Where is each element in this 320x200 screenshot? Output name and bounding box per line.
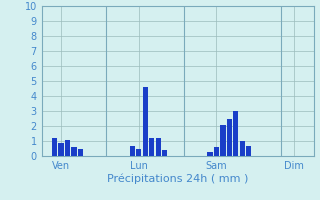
Bar bbox=[136, 148, 141, 156]
Bar bbox=[233, 111, 238, 156]
X-axis label: Précipitations 24h ( mm ): Précipitations 24h ( mm ) bbox=[107, 174, 248, 184]
Bar bbox=[227, 118, 232, 156]
Bar bbox=[162, 150, 167, 156]
Bar bbox=[149, 138, 154, 156]
Bar bbox=[246, 146, 252, 156]
Bar bbox=[220, 124, 226, 156]
Bar bbox=[59, 142, 64, 156]
Bar bbox=[214, 147, 219, 156]
Bar bbox=[78, 148, 83, 156]
Bar bbox=[65, 140, 70, 156]
Bar bbox=[156, 138, 161, 156]
Bar bbox=[71, 147, 76, 156]
Bar bbox=[207, 152, 212, 156]
Bar bbox=[130, 146, 135, 156]
Bar bbox=[240, 141, 245, 156]
Bar bbox=[143, 87, 148, 156]
Bar bbox=[52, 138, 57, 156]
